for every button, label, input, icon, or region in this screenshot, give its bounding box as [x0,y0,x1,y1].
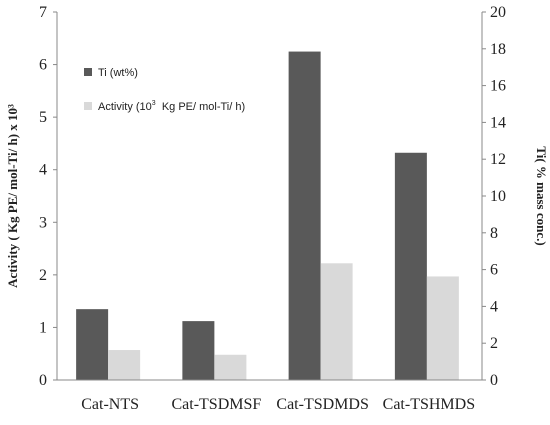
bar-ti-1 [182,321,215,380]
legend-activity-sup: 3 [152,100,156,107]
left-tick-label-3: 3 [39,214,47,231]
right-tick-label-8: 16 [490,78,506,95]
right-tick-label-2: 4 [490,298,498,315]
left-tick-label-0: 0 [39,372,47,389]
bar-activity-1 [214,354,247,380]
bar-activity-0 [108,350,141,380]
left-axis-title: Activity ( Kg PE/ mol-Ti/ h) x 10³ [5,104,20,288]
category-label-2: Cat-TSDMDS [276,396,368,413]
bars-group [76,51,459,381]
legend-label-ti: Ti (wt%) [98,67,138,79]
right-tick-label-9: 18 [490,41,506,58]
legend-activity-prefix: Activity (10 [98,101,152,113]
right-ticks-group: 0 2 4 6 8 10 12 14 16 18 20 [482,4,506,389]
right-tick-label-6: 12 [490,151,506,168]
left-tick-label-5: 5 [39,109,47,126]
category-label-0: Cat-NTS [81,396,139,413]
bar-ti-0 [76,309,109,380]
right-tick-label-0: 0 [490,372,498,389]
bar-activity-3 [426,276,459,380]
category-label-1: Cat-TSDMSF [171,396,261,413]
legend: Ti (wt%) Activity (103 Kg PE/ mol-Ti/ h) [84,67,245,113]
category-label-3: Cat-TSHMDS [383,396,475,413]
category-labels-group: Cat-NTS Cat-TSDMSF Cat-TSDMDS Cat-TSHMDS [81,396,475,413]
left-tick-label-6: 6 [39,57,47,74]
left-tick-label-1: 1 [39,319,47,336]
bar-activity-2 [320,263,353,380]
right-axis-title: Ti( % mass conc.) [534,146,549,245]
legend-swatch-activity [84,102,92,110]
bar-ti-2 [288,51,321,381]
legend-label-activity: Activity (103 Kg PE/ mol-Ti/ h) [98,100,245,113]
legend-activity-suffix: Kg PE/ mol-Ti/ h) [156,101,245,113]
bar-ti-3 [394,152,427,380]
right-tick-label-3: 6 [490,262,498,279]
right-tick-label-7: 14 [490,114,506,131]
left-tick-label-2: 2 [39,267,47,284]
right-tick-label-5: 10 [490,188,506,205]
legend-swatch-ti [84,68,92,76]
left-tick-label-4: 4 [39,162,47,179]
left-tick-label-7: 7 [39,4,47,21]
right-tick-label-4: 8 [490,225,498,242]
right-tick-label-10: 20 [490,4,506,21]
left-ticks-group: 0 1 2 3 4 5 6 7 [39,4,57,389]
right-tick-label-1: 2 [490,335,498,352]
